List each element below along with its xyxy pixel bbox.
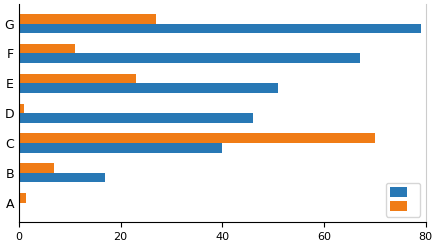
- Bar: [19, 113, 253, 123]
- Bar: [19, 14, 156, 24]
- Bar: [19, 193, 26, 203]
- Bar: [19, 24, 421, 33]
- Bar: [19, 104, 24, 113]
- Bar: [19, 44, 75, 53]
- Bar: [19, 143, 222, 153]
- Bar: [19, 83, 278, 93]
- Bar: [19, 163, 54, 173]
- Bar: [19, 74, 136, 83]
- Bar: [19, 133, 375, 143]
- Bar: [19, 173, 105, 182]
- Legend: , : ,: [386, 183, 420, 216]
- Bar: [19, 53, 360, 63]
